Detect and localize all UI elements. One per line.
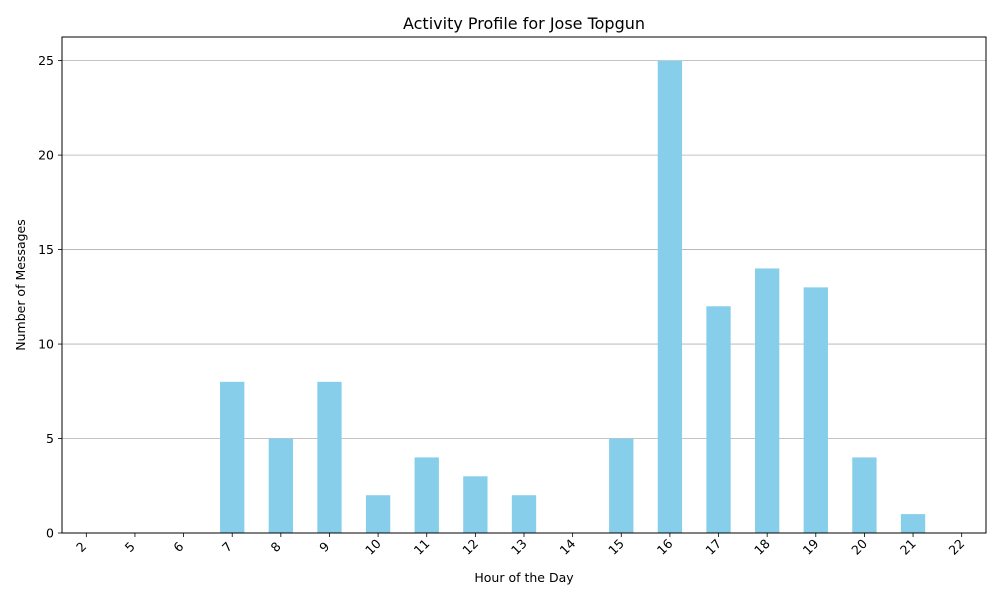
x-tick-label: 21: [897, 536, 919, 558]
y-tick-label: 5: [46, 431, 54, 446]
x-tick-label: 22: [946, 536, 968, 558]
bar-hour-11: [414, 457, 439, 533]
bar-hour-10: [365, 495, 391, 533]
x-tick-label: 7: [219, 539, 235, 555]
x-axis-ticks: 2 5 6 7 8 9 10 11 12 13 14 15 16 17 18 19 20 21 22: [73, 533, 967, 558]
x-tick-label: 14: [557, 536, 579, 558]
bar-hour-13: [511, 495, 537, 533]
x-tick-label: 5: [122, 539, 138, 555]
x-tick-label: 18: [751, 536, 773, 558]
x-axis-label: Hour of the Day: [474, 570, 574, 585]
x-tick-label: 16: [654, 536, 676, 558]
bar-hour-8: [268, 438, 293, 533]
bar-hour-19: [803, 287, 828, 533]
bar-hour-16: [657, 60, 683, 533]
x-tick-label: 15: [605, 536, 627, 558]
x-tick-label: 9: [316, 539, 332, 555]
bar-hour-18: [755, 268, 780, 533]
x-tick-label: 10: [362, 536, 384, 558]
x-tick-label: 2: [73, 539, 89, 555]
y-tick-label: 25: [38, 53, 54, 68]
bar-hour-12: [463, 476, 488, 533]
bar-hour-9: [317, 381, 342, 533]
y-tick-label: 0: [46, 526, 54, 541]
x-tick-label: 13: [508, 536, 530, 558]
x-tick-label: 19: [800, 536, 822, 558]
bars: [220, 60, 926, 533]
x-tick-label: 20: [848, 536, 870, 558]
plot-frame: [61, 36, 987, 534]
bar-hour-20: [852, 457, 877, 533]
x-tick-label: 6: [170, 539, 186, 555]
x-tick-label: 8: [268, 539, 284, 555]
x-tick-label: 12: [459, 536, 481, 558]
bar-hour-7: [220, 381, 245, 533]
grid-lines: [62, 60, 986, 439]
y-tick-label: 10: [38, 337, 54, 352]
bar-hour-15: [609, 438, 634, 533]
bar-hour-17: [706, 306, 731, 533]
y-axis-label: Number of Messages: [13, 219, 28, 351]
chart-title: Activity Profile for Jose Topgun: [403, 14, 645, 33]
x-tick-label: 11: [411, 536, 433, 558]
y-tick-label: 20: [38, 148, 54, 163]
y-tick-label: 15: [38, 242, 54, 257]
x-tick-label: 17: [702, 536, 724, 558]
bar-hour-21: [900, 514, 926, 533]
y-axis-ticks: 0 5 10 15 20 25: [38, 53, 62, 541]
